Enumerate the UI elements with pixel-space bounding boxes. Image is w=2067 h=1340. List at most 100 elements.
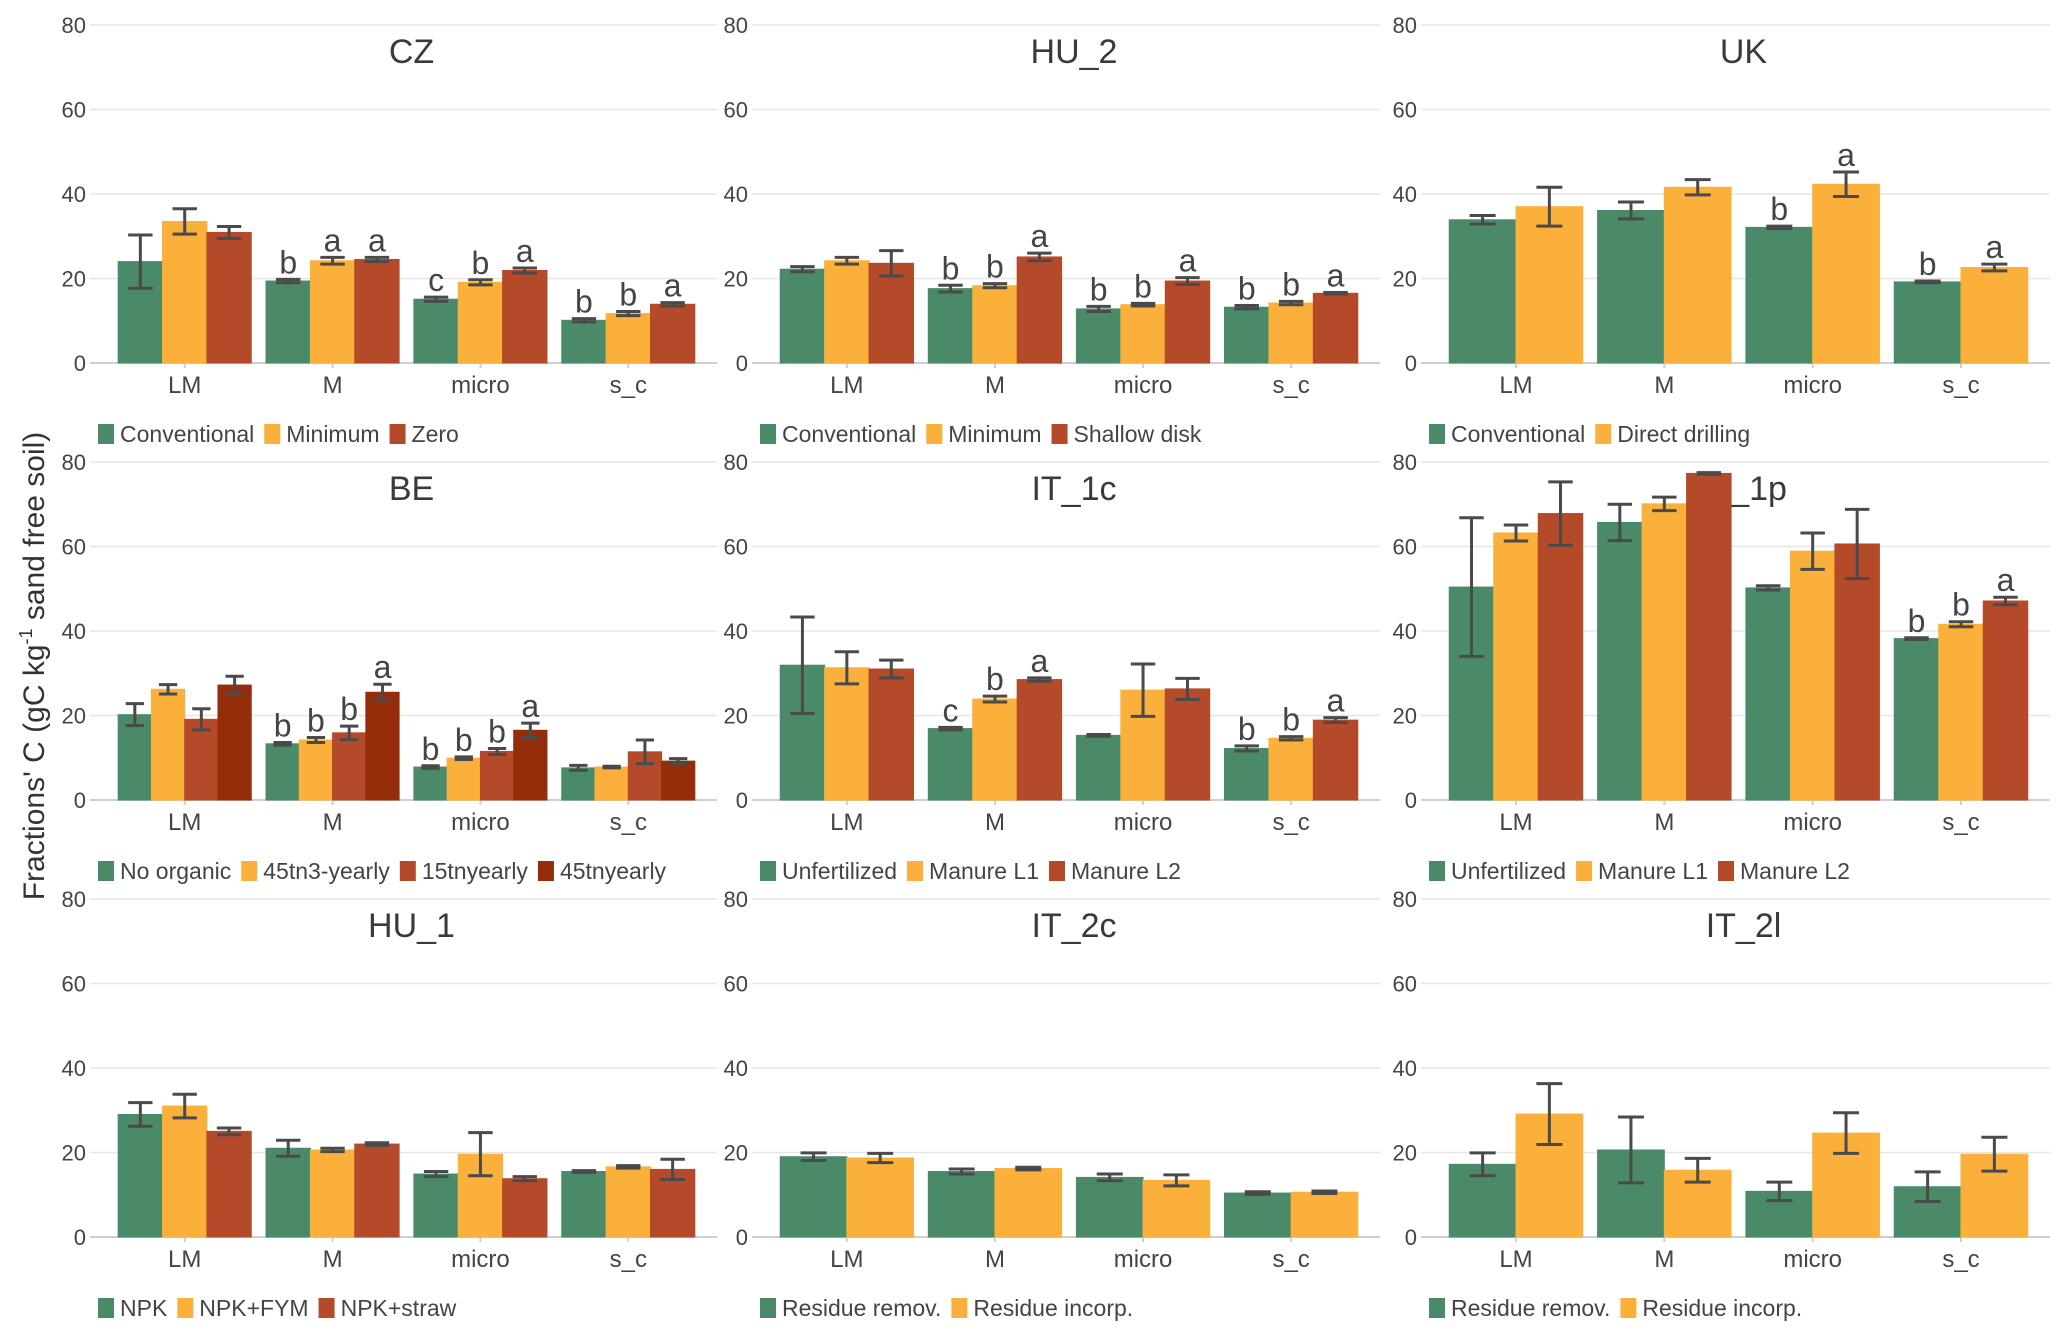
error-bar xyxy=(1536,1082,1563,1146)
y-tick-label: 60 xyxy=(724,535,748,560)
error-bar xyxy=(660,301,685,308)
panel-title: IT_2l xyxy=(1706,907,1782,945)
error-bar xyxy=(1981,1135,2008,1173)
y-tick-label: 40 xyxy=(724,1056,748,1081)
error-bar xyxy=(1234,304,1259,311)
x-tick-label: micro xyxy=(1783,1246,1842,1273)
significance-letter: b xyxy=(472,245,490,281)
y-tick-label: 80 xyxy=(1393,887,1417,912)
error-bar xyxy=(1175,276,1200,286)
error-bar xyxy=(1904,636,1929,641)
legend-label: Manure L2 xyxy=(1071,858,1181,884)
y-tick-label: 0 xyxy=(736,788,748,813)
bar xyxy=(1493,532,1539,801)
bar xyxy=(446,757,481,801)
bar xyxy=(479,750,515,801)
legend-label: NPK xyxy=(120,1295,168,1321)
legend-item: Residue incorp. xyxy=(1620,1295,1802,1321)
significance-letter: c xyxy=(428,262,444,298)
error-bar xyxy=(1800,531,1825,571)
legend-item: Zero xyxy=(389,421,459,447)
x-tick-label: s_c xyxy=(1272,1246,1309,1273)
panel-title: BE xyxy=(389,470,434,508)
error-bar xyxy=(128,1101,153,1128)
x-tick-label: s_c xyxy=(1272,809,1309,836)
significance-letter: a xyxy=(1030,218,1048,254)
error-bar xyxy=(800,1151,827,1163)
legend-swatch xyxy=(98,424,114,444)
bar xyxy=(1224,747,1270,801)
y-tick-label: 20 xyxy=(724,704,748,729)
error-bar xyxy=(616,1164,641,1170)
error-bar xyxy=(616,309,641,318)
y-tick-label: 60 xyxy=(724,972,748,997)
bar xyxy=(1312,292,1359,364)
legend: Conventional Minimum Shallow disk xyxy=(760,421,1202,447)
bar xyxy=(309,1149,356,1238)
bar xyxy=(413,298,459,364)
bar xyxy=(927,288,974,364)
legend: NPK NPK+FYM NPK+straw xyxy=(98,1295,457,1321)
error-bar xyxy=(879,249,904,278)
legend-label: Manure L1 xyxy=(1598,858,1708,884)
bar xyxy=(513,729,548,801)
error-bar xyxy=(635,738,655,766)
significance-letter: b xyxy=(1238,271,1256,307)
y-tick-label: 60 xyxy=(62,535,86,560)
legend-swatch xyxy=(926,424,943,444)
legend-label: Minimum xyxy=(286,421,379,447)
legend: Conventional Direct drilling xyxy=(1429,421,1750,447)
y-tick-label: 60 xyxy=(1393,98,1417,123)
bar xyxy=(217,684,252,801)
error-bar xyxy=(982,694,1008,704)
x-tick-label: LM xyxy=(1499,372,1532,399)
x-tick-label: micro xyxy=(1783,372,1842,399)
bar xyxy=(927,728,974,801)
significance-letter: a xyxy=(368,222,386,258)
error-bar xyxy=(468,1131,493,1178)
legend-swatch xyxy=(389,424,406,444)
significance-letter: b xyxy=(307,702,325,738)
error-bar xyxy=(1548,480,1573,547)
bar xyxy=(1224,1192,1292,1238)
error-bar xyxy=(320,255,345,266)
bar xyxy=(927,1171,996,1238)
y-tick-label: 20 xyxy=(62,1141,86,1166)
bar xyxy=(265,743,300,801)
error-bar xyxy=(216,225,242,240)
error-bar xyxy=(1469,214,1496,226)
panel-title: CZ xyxy=(389,33,434,71)
y-tick-label: 20 xyxy=(724,1141,748,1166)
bar xyxy=(1448,219,1517,364)
legend-swatch xyxy=(760,424,776,444)
bar xyxy=(1075,308,1122,364)
significance-letter: b xyxy=(942,250,960,286)
panel-title: IT_1c xyxy=(1031,470,1116,508)
legend-label: Manure L1 xyxy=(929,858,1039,884)
legend-swatch xyxy=(318,1298,335,1318)
legend-label: Residue incorp. xyxy=(973,1295,1133,1321)
error-bar xyxy=(1617,200,1644,221)
bar xyxy=(1745,226,1814,364)
x-tick-label: M xyxy=(323,809,343,836)
significance-letter: b xyxy=(986,661,1004,697)
significance-letter: b xyxy=(575,284,593,320)
error-bar xyxy=(1244,1190,1271,1196)
bar xyxy=(605,1166,651,1238)
x-tick-label: s_c xyxy=(610,809,647,836)
legend-swatch xyxy=(98,861,114,881)
legend-label: Zero xyxy=(412,421,459,447)
significance-letter: a xyxy=(374,649,392,685)
error-bar xyxy=(1278,735,1304,742)
legend-label: Conventional xyxy=(782,421,916,447)
error-bar xyxy=(364,1141,390,1147)
bar xyxy=(661,760,696,801)
significance-letter: a xyxy=(1985,229,2003,265)
legend-item: 45tn3-yearly xyxy=(241,858,390,884)
significance-letter: b xyxy=(1090,271,1108,307)
x-tick-label: M xyxy=(985,1246,1005,1273)
x-tick-label: micro xyxy=(451,1246,510,1273)
